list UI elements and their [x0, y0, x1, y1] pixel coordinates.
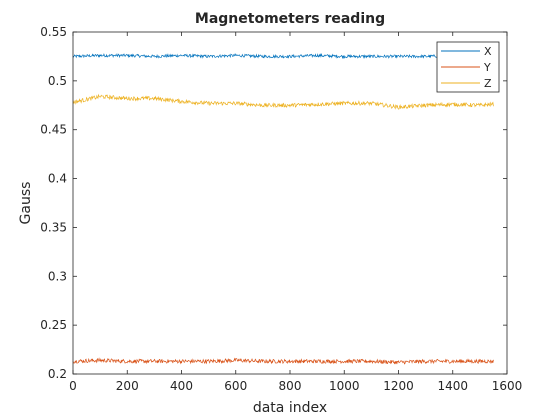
x-tick-label: 1400: [437, 379, 468, 393]
legend-label: Y: [483, 61, 491, 74]
x-axis-label: data index: [253, 400, 327, 416]
x-tick-label: 1000: [329, 379, 360, 393]
series-line-z: [72, 93, 494, 110]
y-axis: 0.2 0.25 0.3 0.35 0.4 0.45 0.5 0.55: [40, 25, 507, 381]
x-tick-label: 400: [170, 379, 193, 393]
series-line-x: [72, 52, 494, 60]
plot-lines: [72, 52, 494, 365]
y-tick-label: 0.55: [40, 25, 67, 39]
y-axis-label: Gauss: [18, 182, 34, 225]
x-tick-label: 800: [279, 379, 302, 393]
legend-label: X: [484, 45, 492, 58]
y-tick-label: 0.45: [40, 123, 67, 137]
y-tick-label: 0.4: [48, 172, 67, 186]
y-tick-label: 0.5: [48, 74, 67, 88]
x-tick-label: 1200: [383, 379, 414, 393]
legend-label: Z: [484, 77, 492, 90]
x-tick-label: 0: [69, 379, 77, 393]
x-tick-label: 200: [116, 379, 139, 393]
y-tick-label: 0.3: [48, 269, 67, 283]
x-tick-label: 600: [224, 379, 247, 393]
legend: XYZ: [436, 41, 500, 93]
x-tick-label: 1600: [492, 379, 523, 393]
y-tick-label: 0.2: [48, 367, 67, 381]
y-tick-label: 0.25: [40, 318, 67, 332]
series-line-y: [72, 357, 494, 365]
x-axis: 0 200 400 600 800 1000 1200 1400 1600: [69, 32, 522, 393]
chart-title: Magnetometers reading: [195, 11, 385, 27]
y-tick-label: 0.35: [40, 220, 67, 234]
